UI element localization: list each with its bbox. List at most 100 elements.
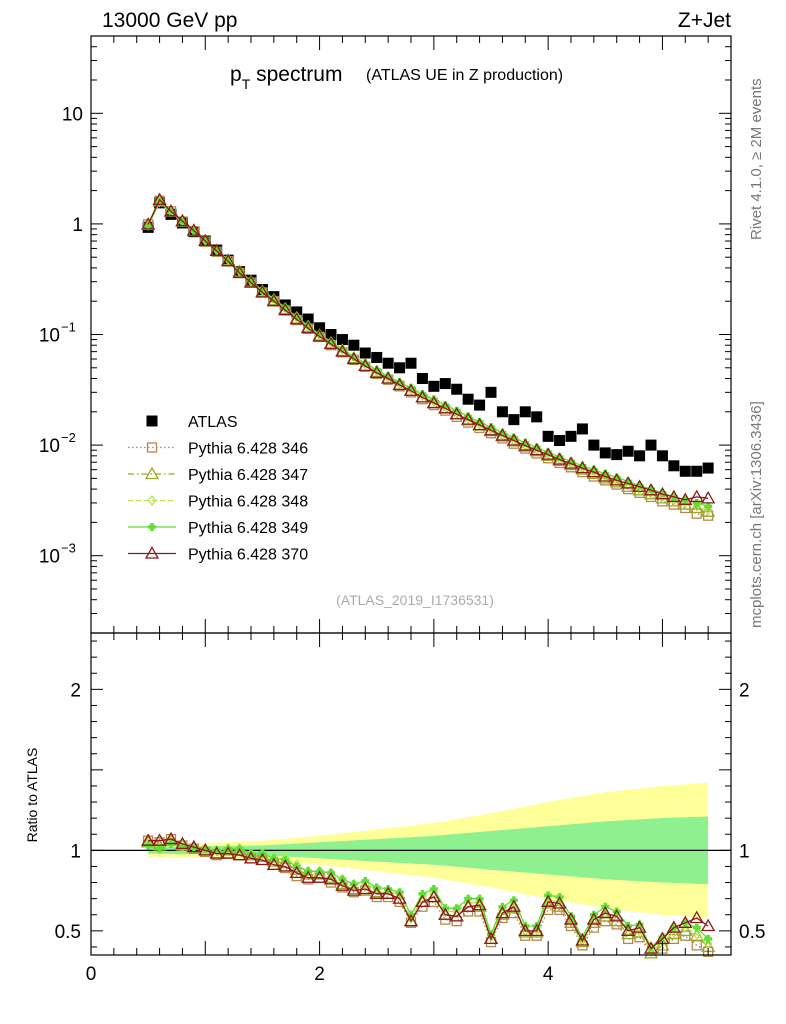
ratio-ytick-label-right-2: 0.5: [739, 922, 765, 943]
ratio-point-4-38: [575, 933, 590, 946]
ratio-point-4-31: [495, 905, 510, 919]
main-point-0-38: [576, 423, 588, 435]
ratio-point-4-12: [278, 859, 293, 872]
legend-entry-0: ATLAS: [146, 414, 238, 431]
ratio-point-4-41: [609, 909, 624, 922]
main-point-0-26: [439, 378, 451, 390]
header-process-label: Z+Jet: [678, 9, 731, 32]
ratio-point-4-43: [632, 920, 647, 933]
main-series-4: [144, 198, 713, 511]
main-series-line-2: [147, 200, 709, 513]
ratio-xtick-label-2: 4: [543, 964, 554, 985]
main-series-line-4: [147, 201, 709, 507]
title-subscript: T: [242, 76, 251, 92]
ratio-point-4-48: [689, 910, 704, 924]
main-point-5-28: [461, 412, 476, 425]
main-ytick-exp-4: −3: [61, 541, 76, 556]
main-point-0-24: [416, 373, 428, 385]
title-text: spectrum: [250, 63, 342, 86]
main-point-0-30: [485, 386, 497, 398]
legend: ATLAS Pythia 6.428 346 Pythia 6.428 347 Pyt…: [128, 414, 308, 564]
main-point-5-5: [198, 233, 213, 247]
main-point-0-18: [348, 339, 360, 351]
main-point-4-2: [167, 208, 175, 217]
ratio-point-4-6: [209, 846, 224, 859]
ratio-point-4-46: [666, 920, 681, 933]
main-point-5-36: [552, 452, 567, 465]
legend-entry-3: Pythia 6.428 348: [128, 494, 308, 511]
main-point-5-45: [655, 486, 670, 500]
main-point-3-49: [703, 504, 713, 516]
main-point-0-34: [531, 411, 543, 423]
main-point-5-25: [426, 395, 441, 409]
ratio-point-4-23: [403, 913, 419, 927]
ratio-point-4-36: [552, 896, 567, 909]
ratio-point-4-13: [289, 865, 304, 879]
main-point-5-31: [495, 428, 510, 441]
main-point-4-3: [178, 218, 187, 227]
main-point-0-23: [405, 357, 417, 369]
main-point-5-4: [186, 223, 201, 236]
ratio-xtick-label-1: 2: [314, 964, 325, 985]
ratio-point-4-2: [163, 831, 179, 845]
main-point-0-42: [622, 445, 634, 457]
main-point-5-38: [575, 460, 590, 474]
main-point-5-7: [221, 253, 236, 267]
main-point-0-14: [302, 313, 314, 325]
main-point-5-30: [483, 423, 499, 436]
main-point-4-49: [704, 502, 713, 511]
ratio-point-2-46: [669, 926, 679, 938]
ratio-point-1-10: [255, 849, 270, 862]
ratio-point-4-10: [255, 852, 270, 866]
main-point-3-48: [692, 500, 701, 512]
ratio-point-4-16: [323, 872, 339, 885]
main-point-0-47: [679, 465, 691, 477]
main-point-5-10: [255, 285, 270, 298]
main-point-0-33: [519, 406, 531, 418]
main-point-0-21: [382, 357, 394, 369]
ratio-point-4-14: [301, 870, 316, 883]
ratio-point-4-17: [335, 878, 350, 891]
main-point-5-8: [232, 265, 247, 279]
main-point-5-43: [632, 479, 647, 492]
main-point-5-1: [152, 192, 167, 205]
ratio-point-4-24: [415, 894, 430, 908]
ratio-axis-label: Ratio to ATLAS: [24, 748, 40, 843]
main-ytick-label-4: 10: [39, 547, 60, 568]
main-point-5-27: [449, 406, 464, 420]
main-point-0-32: [508, 414, 520, 426]
ratio-point-1-14: [301, 867, 316, 880]
main-plot-subtitle: (ATLAS UE in Z production): [366, 67, 563, 84]
analysis-reference-label: (ATLAS_2019_I1736531): [336, 592, 494, 608]
main-point-5-2: [163, 203, 179, 217]
legend-marker-1: [146, 442, 158, 453]
main-point-5-23: [403, 383, 419, 396]
main-point-0-16: [325, 329, 337, 340]
ratio-point-4-44: [643, 941, 659, 954]
ratio-point-3-48: [692, 923, 701, 932]
main-point-5-40: [598, 469, 613, 482]
main-point-5-42: [621, 476, 636, 489]
main-point-3-1: [155, 196, 164, 208]
main-ytick-exp-3: −2: [61, 430, 76, 445]
legend-label-4: Pythia 6.428 349: [188, 520, 308, 537]
ratio-point-0-13: [291, 870, 302, 882]
main-series-5: [141, 192, 716, 505]
main-point-5-21: [381, 371, 396, 384]
ratio-point-4-21: [381, 886, 396, 899]
legend-marker-5: [144, 546, 160, 559]
legend-label-2: Pythia 6.428 347: [188, 467, 308, 484]
ratio-point-4-42: [621, 923, 636, 936]
legend-marker-4: [148, 523, 156, 531]
main-point-5-0: [141, 217, 156, 230]
main-point-5-41: [609, 473, 624, 486]
main-point-5-35: [541, 447, 556, 460]
ratio-point-4-18: [346, 883, 361, 896]
ratio-point-4-40: [598, 905, 613, 919]
main-point-1-48: [691, 508, 702, 519]
main-point-5-48: [689, 489, 704, 503]
legend-marker-2: [144, 466, 160, 480]
ratio-point-4-20: [369, 886, 384, 899]
